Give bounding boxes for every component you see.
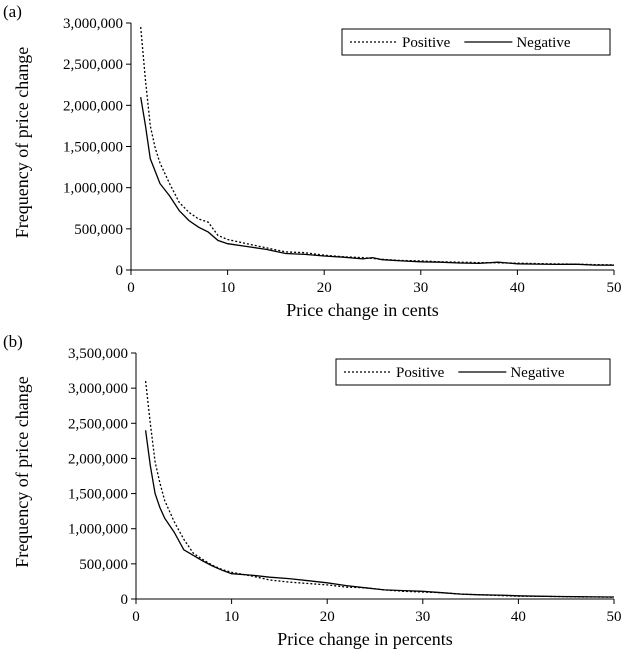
y-tick-label: 2,000,000 [63, 98, 123, 114]
y-tick-label: 500,000 [79, 557, 128, 573]
y-tick-label: 1,000,000 [68, 522, 128, 538]
x-tick-label: 0 [127, 280, 135, 296]
y-tick-label: 3,500,000 [68, 346, 128, 362]
series-line-negative [144, 430, 615, 598]
y-tick-label: 2,500,000 [68, 416, 128, 432]
panel-label: (a) [3, 2, 22, 21]
x-axis-title: Price change in percents [277, 629, 452, 649]
x-tick-label: 20 [320, 609, 335, 625]
panel-a: (a) 0 500,000 1,000,000 1,500,000 2,000,000 2,… [3, 2, 622, 320]
x-tick-label: 0 [132, 609, 140, 625]
x-tick-label: 10 [220, 280, 235, 296]
y-tick-label: 3,000,000 [68, 381, 128, 397]
x-tick-label: 50 [607, 609, 622, 625]
legend-label-positive: Positive [402, 35, 451, 51]
x-tick-label: 50 [607, 280, 622, 296]
y-tick-label: 0 [121, 592, 129, 608]
x-tick-label: 10 [224, 609, 239, 625]
series-line-positive [140, 27, 615, 266]
legend: Positive Negative [341, 28, 611, 56]
y-tick-label: 2,000,000 [68, 451, 128, 467]
y-tick-label: 500,000 [74, 222, 123, 238]
y-tick-label: 1,500,000 [68, 487, 128, 503]
y-tick-label: 1,000,000 [63, 181, 123, 197]
x-tick-label: 20 [317, 280, 332, 296]
panel-label: (b) [3, 332, 23, 351]
y-axis-title: Frequency of price change [12, 376, 32, 567]
y-tick-label: 0 [116, 263, 124, 279]
x-tick-label: 40 [510, 280, 525, 296]
y-tick-label: 1,500,000 [63, 140, 123, 156]
y-tick-label: 3,000,000 [63, 16, 123, 32]
x-axis-title: Price change in cents [286, 300, 438, 320]
legend-label-negative: Negative [510, 365, 564, 381]
y-axis-title: Frequency of price change [12, 47, 32, 238]
x-tick-label: 30 [413, 280, 428, 296]
legend: Positive Negative [335, 358, 611, 386]
x-tick-label: 40 [511, 609, 526, 625]
series-line-negative [140, 96, 615, 266]
series-line-positive [144, 381, 615, 598]
y-tick-label: 2,500,000 [63, 57, 123, 73]
x-tick-label: 30 [415, 609, 430, 625]
panel-b: (b) 0 500,000 1,000,000 1,500,000 2,000,000 2,… [3, 332, 622, 649]
legend-label-positive: Positive [396, 365, 445, 381]
legend-label-negative: Negative [516, 35, 570, 51]
